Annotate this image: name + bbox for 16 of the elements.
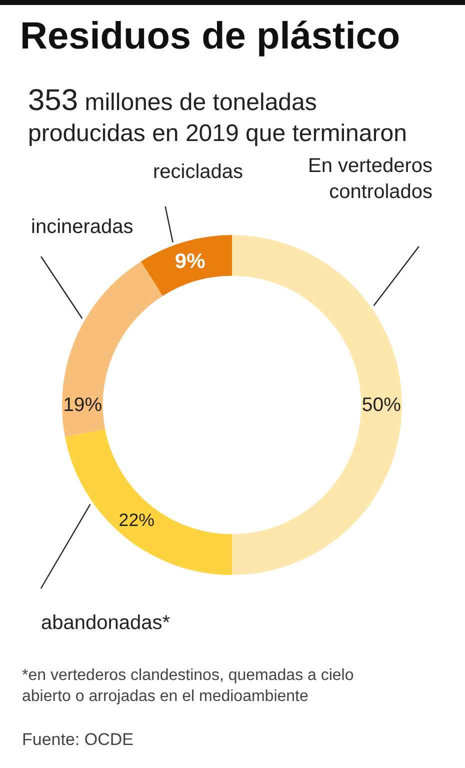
donut-slice	[62, 261, 163, 437]
slice-label: En vertederos controlados	[308, 155, 433, 203]
text: *en vertederos clandestinos, quemadas a cielo abierto o arrojadas en el medioambiente	[22, 667, 354, 705]
source-note: Fuente: OCDE	[22, 730, 134, 749]
slice-label: incineradas	[31, 216, 134, 238]
data-label: 22%	[118, 510, 155, 530]
chart-title: Residuos de plástico	[20, 16, 400, 58]
slice-label: abandonadas*	[41, 612, 170, 634]
donut-slice	[232, 235, 402, 575]
donut-slice	[65, 429, 232, 575]
donut-slice	[140, 235, 232, 296]
slice-label: recicladas	[153, 161, 244, 183]
data-label: 19%	[63, 394, 102, 416]
data-label: 50%	[362, 394, 401, 416]
data-label: 9%	[174, 250, 206, 273]
chart-subtitle: 353 millones de toneladas producidas en 2019 que terminaron	[28, 84, 407, 148]
